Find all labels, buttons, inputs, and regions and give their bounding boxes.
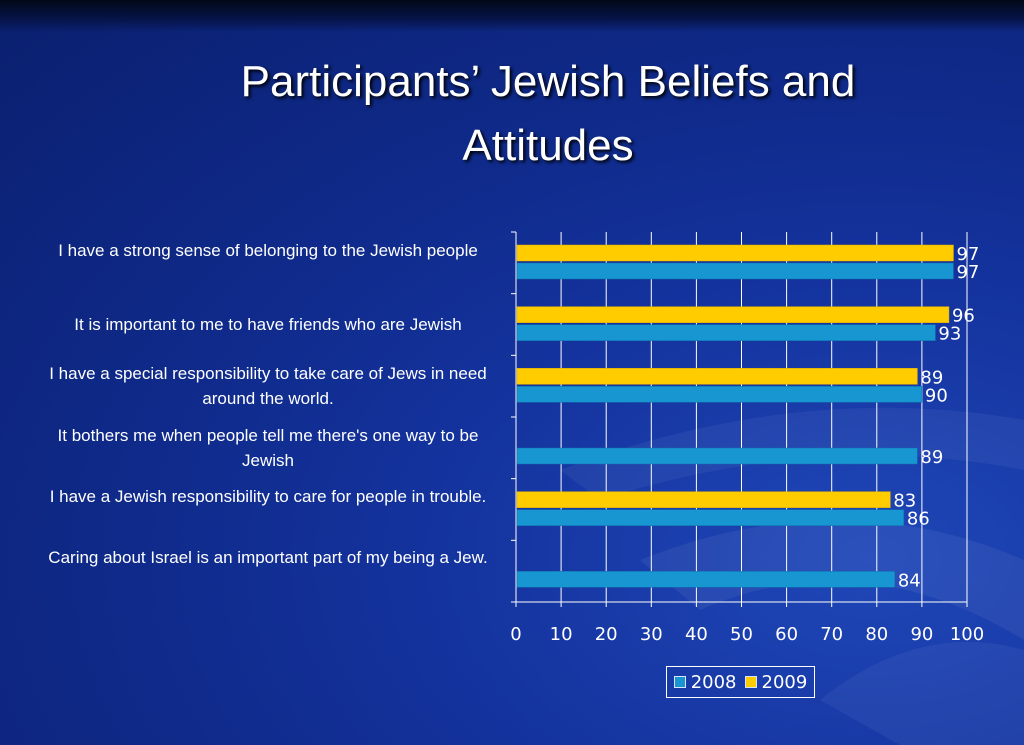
data-label-2009-0: 97 — [956, 244, 979, 265]
x-tick-label-20: 20 — [595, 624, 618, 645]
x-tick-label-70: 70 — [820, 624, 843, 645]
x-tick-label-10: 10 — [550, 624, 573, 645]
x-tick-label-50: 50 — [730, 624, 753, 645]
data-label-2008-3: 89 — [920, 447, 943, 468]
bar-2009-1 — [516, 306, 950, 323]
category-label-responsibility-jews: I have a special responsibility to take … — [49, 364, 487, 408]
x-tick-label-90: 90 — [910, 624, 933, 645]
data-label-2008-4: 86 — [907, 509, 930, 530]
title-line-2: Attitudes — [462, 121, 634, 170]
category-label-belonging: I have a strong sense of belonging to th… — [58, 241, 478, 260]
data-label-2008-5: 84 — [898, 570, 921, 591]
legend-label-2009: 2009 — [761, 671, 808, 693]
chart-legend: 2008 2009 — [666, 666, 815, 698]
x-tick-label-80: 80 — [865, 624, 888, 645]
legend-item-2009: 2009 — [744, 671, 808, 693]
data-label-2009-1: 96 — [952, 306, 975, 327]
bar-2008-1 — [516, 324, 936, 341]
data-label-2008-1: 93 — [938, 324, 961, 345]
data-label-2008-2: 90 — [925, 385, 948, 406]
top-band — [0, 0, 1024, 32]
category-label-one-way: It bothers me when people tell me there'… — [57, 426, 479, 470]
category-label-israel: Caring about Israel is an important part… — [48, 548, 488, 567]
bar-2009-4 — [516, 491, 891, 508]
slide-title: Participants’ Jewish Beliefs and Attitud… — [120, 50, 976, 178]
bar-2009-0 — [516, 244, 954, 262]
data-label-2008-0: 97 — [956, 262, 979, 283]
x-tick-label-0: 0 — [510, 624, 521, 645]
x-tick-label-100: 100 — [950, 624, 984, 645]
data-label-2009-4: 83 — [893, 491, 916, 512]
bar-2008-4 — [516, 509, 905, 526]
bar-2009-2 — [516, 368, 918, 385]
bar-2008-3 — [516, 447, 918, 465]
x-tick-label-30: 30 — [640, 624, 663, 645]
legend-swatch-2009 — [744, 676, 757, 688]
category-label-care-for-people: I have a Jewish responsibility to care f… — [49, 487, 487, 506]
bar-2008-5 — [516, 571, 896, 588]
data-label-2009-2: 89 — [920, 367, 943, 388]
legend-swatch-2008 — [673, 676, 686, 688]
bar-2008-2 — [516, 386, 923, 403]
bar-2008-0 — [516, 262, 954, 280]
x-tick-label-60: 60 — [775, 624, 798, 645]
title-line-1: Participants’ Jewish Beliefs and — [240, 57, 856, 106]
category-label-jewish-friends: It is important to me to have friends wh… — [74, 315, 462, 334]
legend-item-2008: 2008 — [673, 671, 737, 693]
legend-label-2008: 2008 — [690, 671, 737, 693]
x-tick-label-40: 40 — [685, 624, 708, 645]
